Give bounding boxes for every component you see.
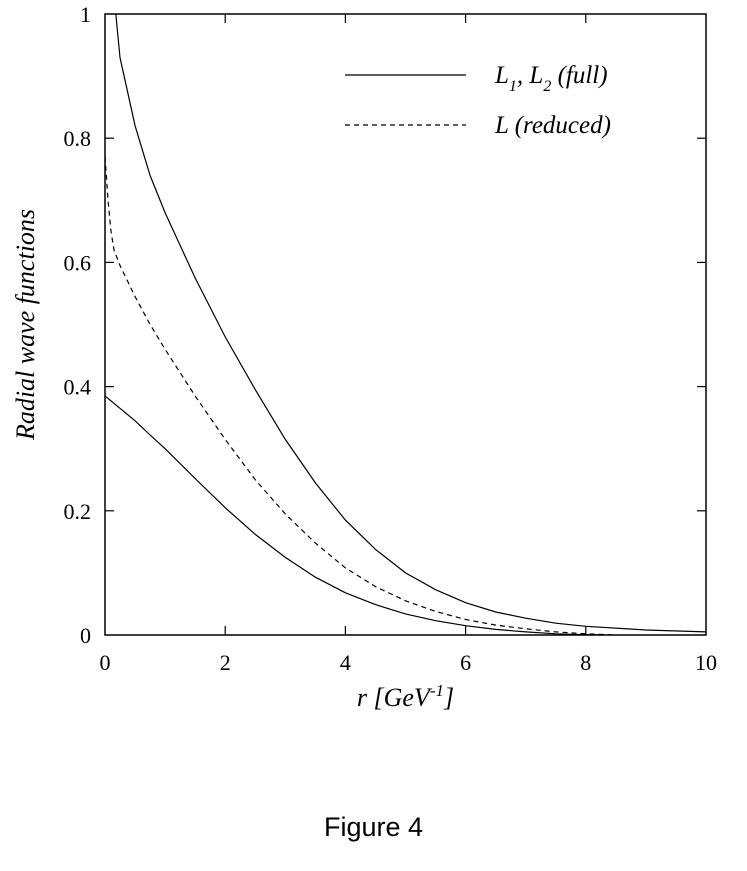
- legend-label-full: L1, L2 (full): [494, 62, 608, 95]
- legend-label-reduced: L (reduced): [494, 112, 611, 139]
- series-lines: [104, 13, 707, 636]
- x-axis-label-end: ]: [443, 683, 454, 712]
- figure-caption: Figure 4: [323, 812, 424, 842]
- x-tick-label: 2: [220, 650, 231, 675]
- plot-frame: [104, 13, 707, 636]
- x-tick-label: 10: [695, 650, 717, 675]
- y-tick-label: 0.4: [64, 375, 92, 400]
- x-axis-label-main: r [GeV: [357, 683, 433, 712]
- chart: 0 2 4 6 8 10 0 0.2 0.4 0.6 0.8 1 r [GeV-1] Radial …: [11, 2, 717, 712]
- x-tick-label: 6: [460, 650, 471, 675]
- series-line-0-solid: [115, 13, 707, 633]
- x-axis-label: r [GeV-1]: [357, 681, 454, 712]
- series-line-1-dashed: [104, 156, 616, 636]
- y-axis-label: Radial wave functions: [11, 209, 40, 441]
- x-axis-ticks: 0 2 4 6 8 10: [100, 14, 717, 675]
- y-tick-label: 1: [80, 2, 91, 27]
- y-axis-ticks: 0 0.2 0.4 0.6 0.8 1: [64, 2, 706, 648]
- y-tick-label: 0.6: [64, 250, 92, 275]
- x-tick-label: 4: [340, 650, 351, 675]
- x-tick-label: 0: [100, 650, 111, 675]
- y-tick-label: 0.8: [64, 126, 92, 151]
- series-line-2-solid: [104, 395, 604, 636]
- y-tick-label: 0.2: [64, 499, 92, 524]
- legend: L1, L2 (full) L (reduced): [345, 62, 611, 139]
- x-tick-label: 8: [580, 650, 591, 675]
- y-tick-label: 0: [80, 623, 91, 648]
- x-axis-label-sup: -1: [430, 681, 444, 700]
